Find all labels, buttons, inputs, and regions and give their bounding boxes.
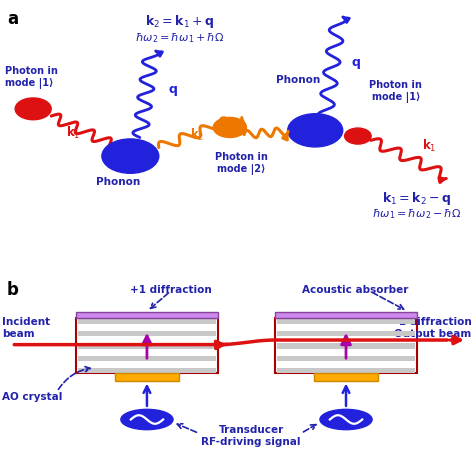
- Circle shape: [213, 117, 246, 138]
- Text: Transducer
RF-driving signal: Transducer RF-driving signal: [201, 425, 301, 447]
- Bar: [277, 331, 415, 336]
- Text: a: a: [7, 10, 18, 28]
- Text: Photon in
mode |1⟩: Photon in mode |1⟩: [5, 66, 58, 89]
- Bar: [275, 318, 417, 373]
- Text: $\hbar\omega_2=\hbar\omega_1+\hbar\Omega$: $\hbar\omega_2=\hbar\omega_1+\hbar\Omega…: [135, 31, 225, 45]
- Circle shape: [320, 409, 372, 430]
- Text: Photon in
mode |2⟩: Photon in mode |2⟩: [215, 152, 268, 175]
- Bar: [78, 331, 216, 336]
- Bar: [76, 312, 218, 318]
- Circle shape: [288, 114, 343, 147]
- Circle shape: [15, 98, 51, 120]
- Circle shape: [345, 128, 371, 144]
- Circle shape: [102, 139, 159, 173]
- Text: $\mathbf{k}_2$: $\mathbf{k}_2$: [190, 127, 204, 143]
- Text: $\mathbf{q}$: $\mathbf{q}$: [351, 57, 361, 71]
- Text: $\mathbf{k}_1 = \mathbf{k}_2-\mathbf{q}$: $\mathbf{k}_1 = \mathbf{k}_2-\mathbf{q}$: [383, 190, 452, 207]
- Bar: [78, 356, 216, 361]
- Bar: [76, 318, 218, 373]
- Text: AO crystal: AO crystal: [2, 392, 63, 402]
- Text: Phonon: Phonon: [96, 177, 141, 187]
- Text: Output beam: Output beam: [394, 328, 472, 339]
- Bar: [275, 312, 417, 318]
- Bar: [78, 343, 216, 349]
- Bar: [314, 373, 378, 381]
- Circle shape: [121, 409, 173, 430]
- Text: Photon in
mode |1⟩: Photon in mode |1⟩: [369, 80, 422, 103]
- Bar: [78, 319, 216, 324]
- Bar: [78, 368, 216, 373]
- Text: $\mathbf{k}_1$: $\mathbf{k}_1$: [422, 139, 436, 154]
- Bar: [277, 368, 415, 373]
- Text: $\mathbf{k}_1$: $\mathbf{k}_1$: [66, 125, 81, 141]
- Text: Phonon: Phonon: [276, 75, 321, 85]
- Bar: [277, 343, 415, 349]
- Text: $\hbar\omega_1=\hbar\omega_2-\hbar\Omega$: $\hbar\omega_1=\hbar\omega_2-\hbar\Omega…: [372, 208, 462, 221]
- Text: −1 diffraction: −1 diffraction: [390, 317, 472, 328]
- Text: Incident
beam: Incident beam: [2, 317, 51, 339]
- Text: $\mathbf{k}_2 = \mathbf{k}_1+\mathbf{q}$: $\mathbf{k}_2 = \mathbf{k}_1+\mathbf{q}$: [146, 13, 215, 30]
- Bar: [115, 373, 179, 381]
- Text: $\mathbf{q}$: $\mathbf{q}$: [168, 84, 178, 98]
- Text: Acoustic absorber: Acoustic absorber: [302, 285, 409, 295]
- Text: b: b: [7, 281, 19, 299]
- Bar: [277, 319, 415, 324]
- Text: +1 diffraction: +1 diffraction: [130, 285, 211, 295]
- Bar: [277, 356, 415, 361]
